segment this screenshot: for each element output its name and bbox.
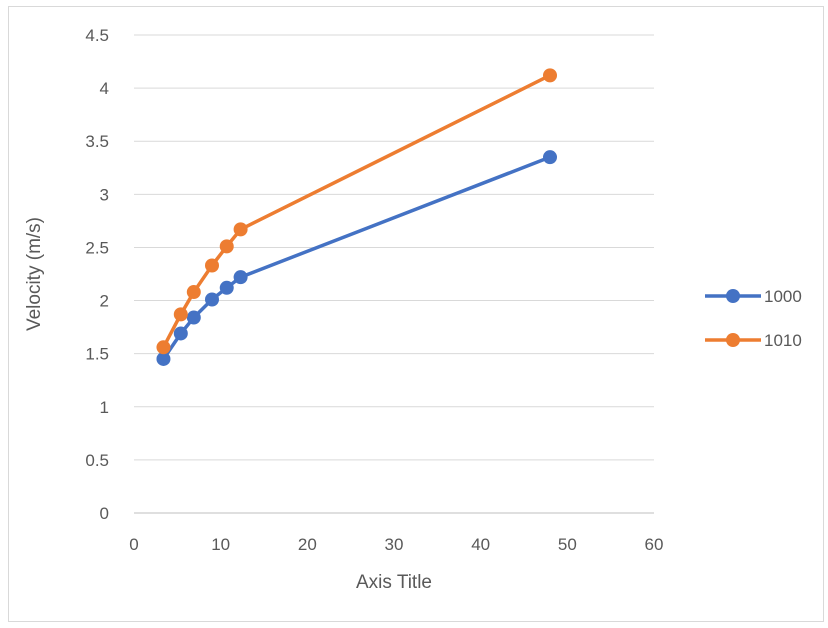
y-axis-tick-labels: 0 0.5 1 1.5 2 2.5 3 3.5 4 4.5 (85, 26, 109, 523)
y-axis-title: Velocity (m/s) (24, 217, 45, 331)
data-point (156, 340, 171, 355)
legend: 1000 1010 (705, 287, 802, 350)
data-point (219, 239, 234, 254)
series-line (161, 73, 551, 349)
chart-frame (8, 6, 824, 622)
data-point (156, 351, 171, 366)
x-axis-tick-labels: 0 10 20 30 40 50 60 (129, 535, 663, 554)
x-tick-label: 60 (645, 535, 664, 554)
series-layer (156, 68, 557, 366)
y-tick-label: 0 (100, 504, 109, 523)
x-axis-title: Axis Title (356, 572, 432, 593)
series-1010 (156, 68, 557, 355)
data-point (543, 150, 557, 165)
data-point (186, 310, 201, 325)
y-tick-label: 1.5 (85, 345, 109, 364)
x-tick-label: 50 (558, 535, 577, 554)
series-1000 (156, 150, 557, 366)
y-tick-label: 2.5 (85, 238, 109, 257)
gridlines (134, 34, 654, 514)
data-point (219, 280, 234, 295)
series-line (162, 155, 551, 360)
y-tick-label: 0.5 (85, 451, 109, 470)
x-tick-label: 40 (471, 535, 490, 554)
legend-marker (726, 289, 740, 303)
data-point (543, 68, 557, 83)
data-point (233, 222, 248, 237)
y-tick-label: 1 (100, 398, 109, 417)
legend-label: 1010 (764, 331, 802, 350)
data-point (205, 258, 219, 273)
y-tick-label: 2 (100, 292, 109, 311)
data-point (173, 307, 188, 322)
legend-label: 1000 (764, 287, 802, 306)
data-point (233, 270, 248, 285)
x-tick-label: 10 (211, 535, 230, 554)
y-tick-label: 3.5 (85, 132, 109, 151)
legend-entry: 1010 (705, 331, 802, 350)
y-tick-label: 3 (100, 185, 109, 204)
data-point (205, 292, 219, 307)
x-tick-label: 30 (385, 535, 404, 554)
legend-marker (726, 333, 740, 347)
data-point (173, 326, 188, 341)
data-point (186, 285, 201, 300)
x-tick-label: 20 (298, 535, 317, 554)
y-tick-label: 4.5 (85, 26, 109, 45)
legend-entry: 1000 (705, 287, 802, 306)
y-tick-label: 4 (100, 79, 109, 98)
x-tick-label: 0 (129, 535, 138, 554)
